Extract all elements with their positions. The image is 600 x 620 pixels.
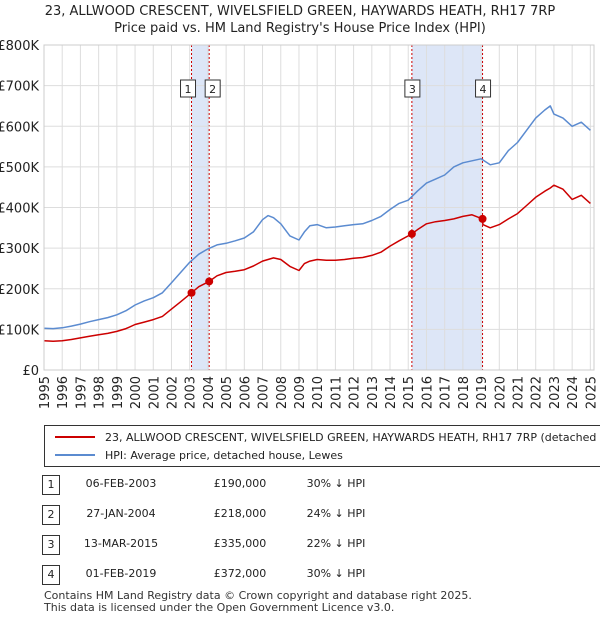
y-tick-label: £400K — [0, 202, 39, 217]
x-tick-label: 2017 — [439, 376, 454, 409]
footer: Contains HM Land Registry data © Crown c… — [44, 590, 472, 614]
sale-hpi-diff: 30% ↓ HPI — [306, 567, 366, 580]
footer-copyright: Contains HM Land Registry data © Crown c… — [44, 589, 472, 602]
sale-number-badge: 2 — [42, 505, 60, 525]
property-price-line — [43, 184, 591, 342]
legend-swatch-hpi — [55, 454, 95, 456]
chart-subtitle: Price paid vs. HM Land Registry's House … — [114, 21, 486, 36]
sale-label-box — [404, 79, 421, 98]
sale-date: 01-FEB-2019 — [85, 567, 157, 580]
x-tick-label: 1996 — [56, 376, 71, 409]
x-tick-label: 2020 — [493, 376, 508, 409]
sale-price: £372,000 — [213, 567, 267, 580]
table-row: 2 27-JAN-2004 £218,000 24% ↓ HPI — [0, 503, 600, 527]
x-tick-label: 2022 — [530, 376, 545, 409]
legend-item-property: 23, ALLWOOD CRESCENT, WIVELSFIELD GREEN,… — [55, 428, 600, 446]
legend-item-hpi: HPI: Average price, detached house, Lewe… — [55, 446, 343, 464]
x-tick-label: 2014 — [384, 376, 399, 409]
y-tick-label: £700K — [0, 80, 39, 95]
price-chart: 1 2 3 4 £0 £100K £200K £300K £400K £500K £600K £70… — [0, 39, 599, 409]
legend-label-property: 23, ALLWOOD CRESCENT, WIVELSFIELD GREEN,… — [105, 430, 600, 444]
x-tick-label: 1999 — [111, 376, 126, 409]
sale-point — [205, 277, 214, 286]
sale-price: £190,000 — [213, 477, 267, 490]
plot-area-border — [43, 44, 595, 371]
chart-title: 23, ALLWOOD CRESCENT, WIVELSFIELD GREEN,… — [44, 4, 556, 19]
sale-label-number: 2 — [209, 83, 216, 96]
x-tick-label: 2008 — [275, 376, 290, 409]
sale-date: 27-JAN-2004 — [86, 507, 156, 520]
x-tick-label: 1998 — [93, 376, 108, 409]
x-tick-label: 2019 — [475, 376, 490, 409]
sale-label-box — [180, 79, 197, 98]
x-tick-label: 2015 — [402, 376, 417, 409]
x-tick-label: 2006 — [238, 376, 253, 409]
y-tick-label: £600K — [0, 120, 39, 135]
sale-number-badge: 3 — [42, 535, 60, 555]
table-row: 4 01-FEB-2019 £372,000 30% ↓ HPI — [0, 563, 600, 587]
x-tick-label: 1997 — [74, 376, 89, 409]
y-tick-label: £800K — [0, 39, 39, 54]
legend: 23, ALLWOOD CRESCENT, WIVELSFIELD GREEN,… — [44, 425, 600, 467]
x-tick-label: 2013 — [366, 376, 381, 409]
y-tick-label: £500K — [0, 161, 39, 176]
x-tick-label: 2024 — [566, 376, 581, 409]
sale-point — [478, 214, 487, 223]
sale-point — [407, 229, 416, 238]
hpi-line — [43, 105, 591, 330]
footer-licence: This data is licensed under the Open Gov… — [44, 601, 395, 614]
sale-hpi-diff: 22% ↓ HPI — [306, 537, 366, 550]
x-tick-label: 2009 — [293, 376, 308, 409]
x-tick-label: 2004 — [202, 376, 217, 409]
x-tick-label: 2012 — [348, 376, 363, 409]
y-tick-label: £300K — [0, 242, 39, 257]
sale-label-number: 3 — [409, 83, 416, 96]
sale-point — [187, 288, 196, 297]
sale-hpi-diff: 24% ↓ HPI — [306, 507, 366, 520]
sale-label-number: 1 — [185, 83, 192, 96]
x-tick-label: 1995 — [38, 376, 53, 409]
sale-price: £218,000 — [213, 507, 267, 520]
legend-swatch-property — [55, 436, 95, 438]
sale-number-badge: 4 — [42, 565, 60, 585]
x-tick-label: 2021 — [512, 376, 527, 409]
x-tick-label: 2001 — [147, 376, 162, 409]
x-tick-label: 2011 — [329, 376, 344, 409]
table-row: 3 13-MAR-2015 £335,000 22% ↓ HPI — [0, 533, 600, 557]
x-tick-label: 2023 — [548, 376, 563, 409]
y-tick-label: £100K — [0, 323, 39, 338]
legend-label-hpi: HPI: Average price, detached house, Lewe… — [105, 448, 343, 462]
sale-date: 13-MAR-2015 — [83, 537, 159, 550]
sale-hpi-diff: 30% ↓ HPI — [306, 477, 366, 490]
sale-number-badge: 1 — [42, 475, 60, 495]
x-tick-label: 2002 — [165, 376, 180, 409]
table-row: 1 06-FEB-2003 £190,000 30% ↓ HPI — [0, 473, 600, 497]
x-tick-label: 2007 — [257, 376, 272, 409]
x-tick-label: 2005 — [220, 376, 235, 409]
sale-date: 06-FEB-2003 — [85, 477, 157, 490]
y-tick-label: £0 — [22, 364, 39, 379]
sale-label-box — [204, 79, 221, 98]
x-tick-label: 2025 — [584, 376, 599, 409]
sale-label-box — [475, 79, 492, 98]
x-tick-label: 2003 — [184, 376, 199, 409]
y-tick-label: £200K — [0, 283, 39, 298]
x-tick-label: 2010 — [311, 376, 326, 409]
x-tick-label: 2000 — [129, 376, 144, 409]
sale-price: £335,000 — [213, 537, 267, 550]
x-tick-label: 2018 — [457, 376, 472, 409]
x-tick-label: 2016 — [420, 376, 435, 409]
sale-label-number: 4 — [480, 83, 487, 96]
